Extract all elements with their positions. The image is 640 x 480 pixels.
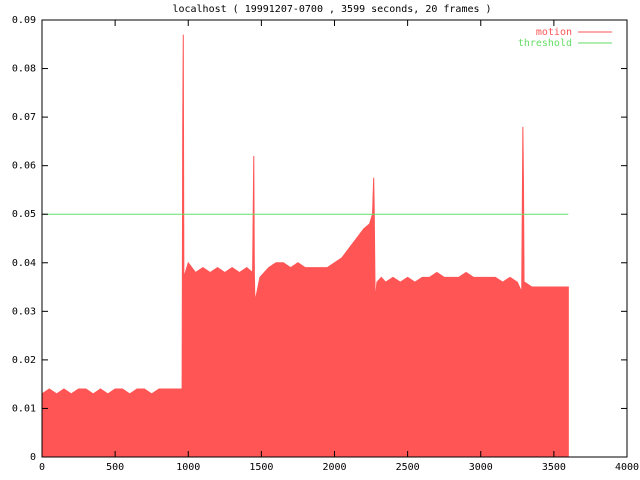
legend-label: motion <box>536 27 572 38</box>
y-tick-label: 0.05 <box>12 209 36 220</box>
y-tick-label: 0.09 <box>12 15 36 26</box>
x-tick-label: 2500 <box>396 462 420 473</box>
legend-label: threshold <box>518 38 572 49</box>
x-tick-label: 3000 <box>469 462 493 473</box>
y-tick-label: 0 <box>30 452 36 463</box>
motion-area <box>41 34 569 458</box>
y-tick-label: 0.08 <box>12 64 36 75</box>
y-tick-label: 0.04 <box>12 258 36 269</box>
chart-title: localhost ( 19991207-0700 , 3599 seconds… <box>172 4 491 15</box>
x-tick-label: 1500 <box>249 462 273 473</box>
x-tick-label: 3500 <box>542 462 566 473</box>
x-tick-label: 2000 <box>322 462 346 473</box>
x-tick-label: 0 <box>39 462 45 473</box>
y-tick-label: 0.07 <box>12 112 36 123</box>
x-tick-label: 1000 <box>176 462 200 473</box>
x-tick-label: 4000 <box>615 462 639 473</box>
y-tick-label: 0.01 <box>12 403 36 414</box>
y-tick-label: 0.02 <box>12 355 36 366</box>
x-tick-label: 500 <box>106 462 124 473</box>
y-tick-label: 0.06 <box>12 161 36 172</box>
y-tick-label: 0.03 <box>12 306 36 317</box>
